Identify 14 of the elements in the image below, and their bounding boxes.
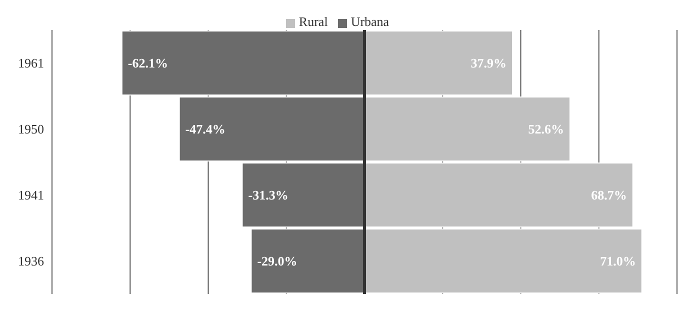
- data-label: 71.0%: [600, 254, 636, 268]
- legend-label: Urbana: [350, 14, 390, 29]
- data-label: 68.7%: [591, 188, 627, 202]
- data-label: -62.1%: [128, 56, 168, 70]
- y-tick-label: 1936: [18, 254, 44, 269]
- data-label: 37.9%: [470, 56, 507, 70]
- y-tick-label: 1950: [18, 122, 44, 137]
- legend-label: Rural: [298, 14, 328, 29]
- y-tick-label: 1941: [18, 188, 44, 203]
- data-label: 52.6%: [528, 122, 564, 136]
- data-label: -29.0%: [257, 254, 298, 268]
- data-label: -47.4%: [185, 122, 226, 136]
- y-tick-label: 1961: [18, 56, 44, 71]
- data-label: -31.3%: [248, 188, 288, 202]
